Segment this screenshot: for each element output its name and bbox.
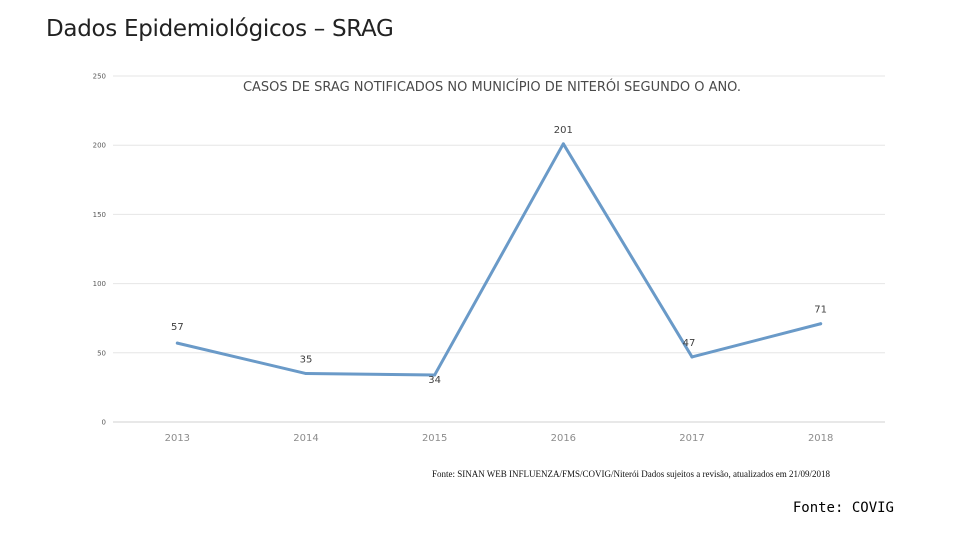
series-line <box>175 142 823 377</box>
y-tick-label: 50 <box>97 349 106 357</box>
x-tick-label: 2013 <box>165 433 190 444</box>
chart-title: CASOS DE SRAG NOTIFICADOS NO MUNICÍPIO D… <box>243 79 741 95</box>
x-tick-label: 2015 <box>422 433 447 444</box>
x-tick-label: 2014 <box>293 433 318 444</box>
source-note: Fonte: SINAN WEB INFLUENZA/FMS/COVIG/Nit… <box>431 469 830 479</box>
data-point <box>819 322 823 326</box>
y-tick-label: 0 <box>102 419 106 427</box>
source-footer: Fonte: COVIG <box>792 500 894 516</box>
x-tick-label: 2016 <box>551 433 576 444</box>
x-axis-ticks: 2013 2014 2015 2016 2017 2018 <box>165 433 834 444</box>
y-tick-label: 150 <box>93 211 106 219</box>
data-point <box>433 373 437 377</box>
data-label: 71 <box>814 305 827 316</box>
y-tick-label: 250 <box>93 73 106 81</box>
y-tick-label: 100 <box>93 280 106 288</box>
slide-title: Dados Epidemiológicos – SRAG <box>46 16 394 42</box>
series-line-path <box>175 142 823 377</box>
data-labels: 57 35 34 201 47 71 <box>171 125 827 386</box>
x-tick-label: 2017 <box>679 433 704 444</box>
data-label: 35 <box>300 355 313 366</box>
data-point <box>690 355 694 359</box>
data-label: 57 <box>171 322 184 333</box>
y-tick-label: 200 <box>93 142 106 150</box>
data-label: 47 <box>683 338 696 349</box>
data-label: 201 <box>554 125 573 136</box>
y-axis-ticks: 0 50 100 150 200 250 <box>93 73 106 427</box>
data-point <box>304 372 308 376</box>
data-point <box>175 341 179 345</box>
data-point <box>561 142 565 146</box>
gridlines <box>113 75 885 423</box>
x-tick-label: 2018 <box>808 433 833 444</box>
data-label: 34 <box>428 375 441 386</box>
